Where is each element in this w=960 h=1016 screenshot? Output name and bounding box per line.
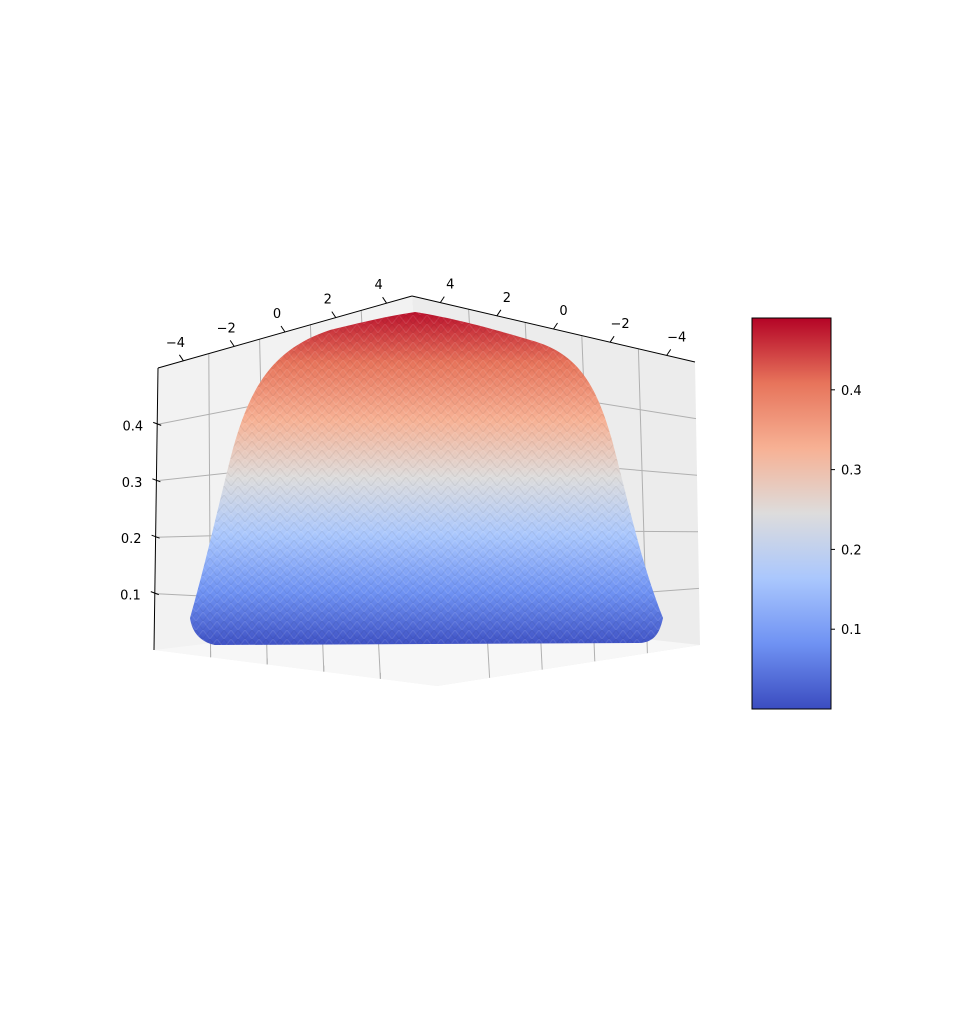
colorbar-tick-label: 0.4 (841, 384, 862, 399)
x-tick-label: 4 (374, 278, 382, 293)
x-tick (331, 311, 337, 318)
y-tick-label: 0 (559, 304, 567, 319)
colorbar-tick-label: 0.1 (841, 623, 862, 638)
z-tick (152, 478, 161, 483)
colorbar-gradient (751, 317, 832, 710)
z-tick (153, 421, 162, 426)
colorbar: 0.1 0.2 0.3 0.4 (751, 317, 862, 710)
x-tick (229, 340, 235, 347)
z-tick-label: 0.4 (123, 419, 144, 434)
z-axis-ticks: 0.1 0.2 0.3 0.4 (120, 419, 162, 604)
y-axis-ticks: 4 2 0 −2 −4 (439, 278, 686, 356)
y-tick (609, 335, 615, 343)
x-tick-label: 0 (273, 307, 281, 322)
colorbar-ticks: 0.1 0.2 0.3 0.4 (831, 384, 862, 638)
y-tick-label: −4 (667, 330, 686, 345)
x-tick-label: −2 (217, 321, 236, 336)
colorbar-tick-label: 0.3 (841, 464, 862, 479)
y-tick-label: 2 (503, 291, 511, 306)
y-tick (666, 349, 672, 356)
x-tick-label: 2 (324, 293, 332, 308)
x-tick (280, 325, 286, 333)
y-tick-label: 4 (446, 278, 454, 293)
colorbar-tick-label: 0.2 (841, 543, 862, 558)
z-tick (151, 534, 160, 539)
x-tick (178, 354, 184, 362)
z-tick-label: 0.3 (122, 476, 143, 491)
z-axis-line (153, 367, 159, 651)
x-tick-label: −4 (166, 336, 185, 351)
y-tick-label: −2 (611, 317, 630, 332)
z-tick-label: 0.1 (120, 589, 141, 604)
y-tick (439, 296, 445, 303)
y-tick (553, 322, 558, 330)
z-tick (150, 591, 159, 596)
x-tick (382, 296, 388, 304)
z-tick-label: 0.2 (121, 532, 142, 547)
y-tick (496, 309, 502, 317)
x-axis-ticks: −4 −2 0 2 4 (166, 278, 388, 362)
